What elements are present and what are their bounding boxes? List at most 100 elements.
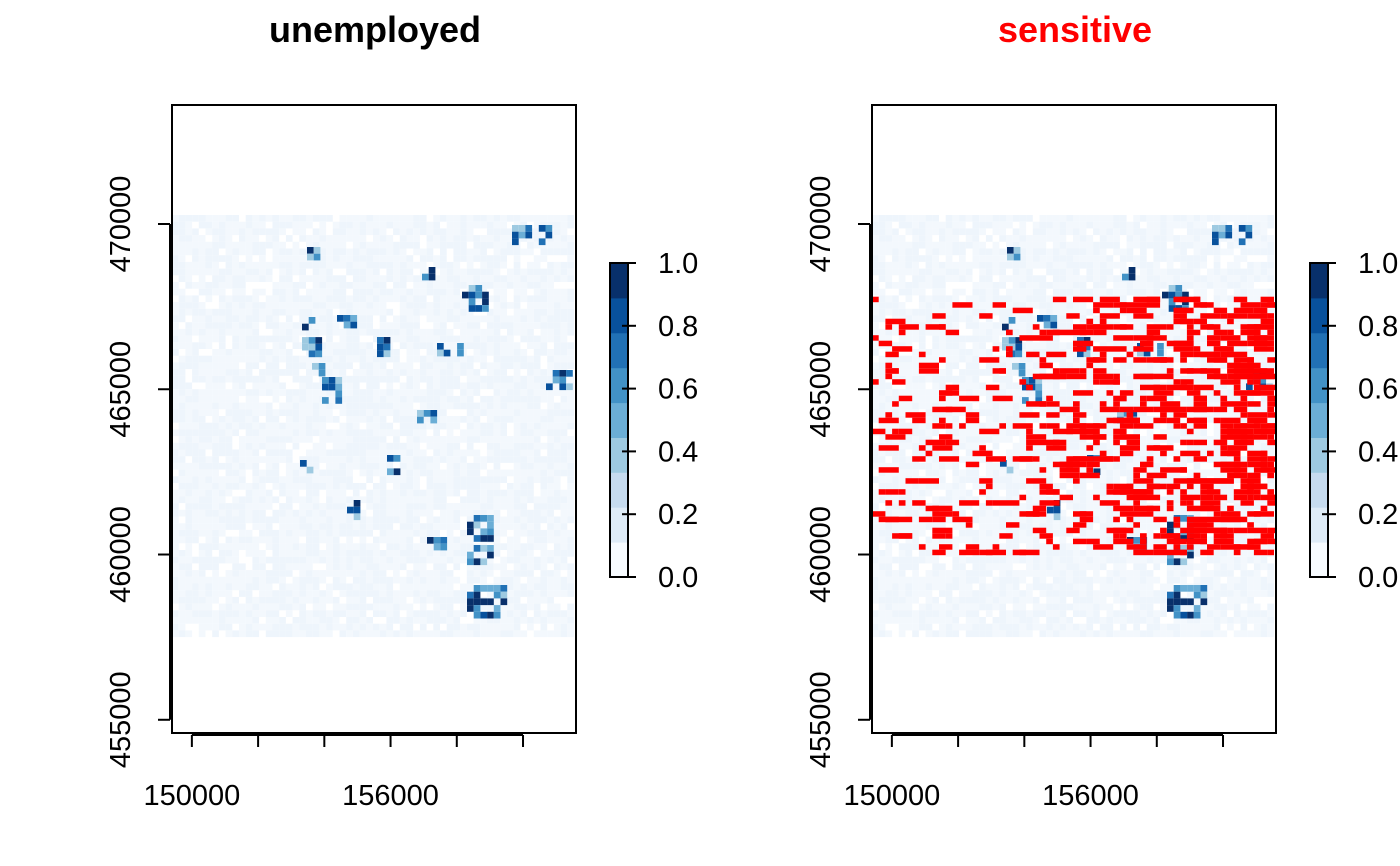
raster-cell	[366, 469, 373, 477]
raster-cell	[939, 335, 946, 343]
raster-cell	[259, 369, 266, 376]
raster-cell	[1106, 335, 1114, 343]
raster-cell	[905, 261, 913, 269]
raster-cell	[413, 221, 420, 229]
raster-cell	[245, 489, 253, 497]
raster-cell	[326, 416, 333, 423]
raster-cell	[386, 295, 394, 303]
raster-cell	[198, 456, 206, 463]
raster-cell	[386, 369, 394, 376]
raster-cell	[925, 375, 933, 383]
raster-cell	[453, 442, 461, 450]
raster-cell	[446, 462, 454, 470]
raster-cell	[932, 355, 939, 363]
raster-cell	[952, 268, 960, 276]
raster-cell	[520, 556, 528, 564]
raster-cell	[440, 369, 447, 376]
raster-cell	[1160, 369, 1167, 376]
raster-cell	[959, 268, 966, 276]
raster-cell	[460, 469, 467, 477]
raster-cell	[265, 623, 273, 631]
raster-cell	[440, 523, 447, 530]
raster-cell	[285, 288, 293, 296]
raster-cell	[312, 409, 320, 416]
raster-cell	[299, 409, 306, 416]
raster-cell	[932, 315, 939, 323]
raster-cell	[225, 248, 233, 256]
raster-cell	[252, 576, 260, 584]
raster-cell	[205, 590, 213, 597]
raster-cell	[979, 328, 986, 336]
raster-cell	[453, 456, 461, 463]
raster-cell	[346, 228, 353, 236]
raster-cell	[265, 617, 273, 624]
raster-cell	[343, 315, 351, 322]
raster-cell	[1113, 215, 1120, 222]
raster-cell	[567, 215, 574, 222]
raster-cell	[446, 335, 454, 343]
raster-cell	[265, 596, 273, 604]
raster-cell	[460, 335, 467, 343]
raster-cell	[1166, 221, 1174, 229]
raster-cell	[198, 509, 206, 517]
raster-cell	[453, 282, 461, 289]
raster-cell	[292, 516, 300, 524]
raster-cell	[553, 429, 561, 437]
raster-cell	[547, 489, 554, 497]
raster-cell	[379, 355, 387, 363]
raster-cell	[446, 523, 454, 530]
raster-cell	[433, 489, 440, 497]
raster-cell	[426, 483, 434, 490]
raster-cell	[500, 585, 508, 592]
raster-cell	[192, 395, 199, 403]
raster-cell	[232, 215, 239, 222]
raster-cell	[1207, 315, 1214, 323]
raster-cell	[1126, 221, 1134, 229]
raster-cell	[487, 515, 494, 522]
raster-cell	[560, 422, 568, 430]
raster-cell	[440, 509, 447, 517]
raster-cell	[419, 449, 427, 457]
raster-cell	[433, 282, 440, 289]
raster-cell	[567, 275, 574, 282]
raster-cell	[507, 543, 514, 550]
raster-cell	[399, 509, 407, 517]
raster-cell	[212, 590, 219, 597]
raster-cell	[366, 476, 373, 483]
raster-cell	[898, 302, 906, 309]
raster-cell	[218, 543, 226, 550]
raster-cell	[306, 275, 313, 282]
raster-cell	[192, 603, 199, 611]
raster-cell	[560, 590, 568, 597]
raster-cell	[366, 416, 373, 423]
raster-cell	[972, 375, 980, 383]
raster-cell	[172, 302, 179, 309]
raster-cell	[553, 416, 561, 423]
raster-cell	[533, 228, 541, 236]
raster-cell	[480, 630, 487, 638]
raster-cell	[225, 630, 233, 638]
raster-cell	[878, 335, 886, 343]
raster-cell	[178, 442, 186, 450]
raster-cell	[480, 617, 487, 624]
raster-cell	[912, 215, 919, 222]
raster-cell	[413, 449, 420, 457]
raster-cell	[912, 328, 919, 336]
raster-cell	[567, 436, 574, 443]
raster-cell	[312, 617, 320, 624]
raster-cell	[419, 550, 427, 557]
raster-cell	[486, 275, 494, 282]
raster-cell	[292, 355, 300, 363]
raster-cell	[433, 610, 440, 617]
raster-cell	[225, 476, 233, 483]
raster-cell	[373, 302, 380, 309]
raster-cell	[453, 523, 461, 530]
raster-cell	[285, 389, 293, 396]
raster-cell	[373, 503, 380, 510]
raster-cell	[925, 355, 933, 363]
raster-cell	[265, 436, 273, 443]
raster-cell	[1233, 235, 1241, 242]
raster-cell	[185, 261, 193, 269]
raster-cell	[192, 610, 199, 617]
raster-cell	[1093, 241, 1100, 249]
